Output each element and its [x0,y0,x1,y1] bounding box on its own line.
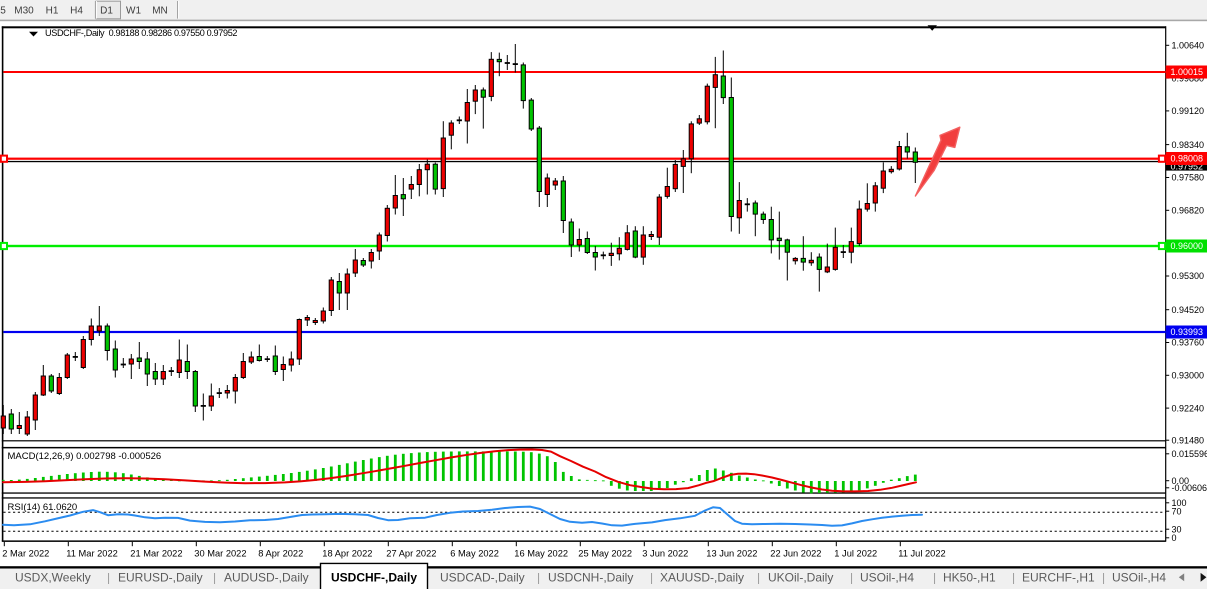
svg-text:M30: M30 [14,6,34,17]
svg-text:0.92240: 0.92240 [1172,403,1205,413]
svg-text:18 Apr 2022: 18 Apr 2022 [322,549,372,559]
svg-text:USDCNH-,Daily: USDCNH-,Daily [548,571,633,585]
svg-text:2 Mar 2022: 2 Mar 2022 [2,549,49,559]
svg-text:|: | [933,570,936,584]
svg-text:RSI(14) 61.0620: RSI(14) 61.0620 [8,502,78,513]
svg-text:0.91480: 0.91480 [1172,435,1205,445]
svg-text:-0.0060605: -0.0060605 [1172,483,1207,493]
svg-text:USOil-,H4: USOil-,H4 [860,571,914,585]
svg-text:EURUSD-,Daily: EURUSD-,Daily [118,571,203,585]
svg-text:MN: MN [152,6,168,17]
svg-text:30: 30 [1172,524,1182,534]
svg-text:11 Mar 2022: 11 Mar 2022 [66,549,118,559]
svg-text:0.00: 0.00 [1172,476,1190,486]
svg-text:0.015596: 0.015596 [1172,449,1207,459]
svg-text:0: 0 [1172,533,1177,543]
svg-text:|: | [1012,570,1015,584]
svg-text:5: 5 [0,6,6,17]
svg-text:21 Mar 2022: 21 Mar 2022 [130,549,182,559]
svg-text:0.98008: 0.98008 [1171,154,1204,164]
svg-text:27 Apr 2022: 27 Apr 2022 [386,549,436,559]
svg-text:30 Mar 2022: 30 Mar 2022 [194,549,246,559]
svg-text:UKOil-,Daily: UKOil-,Daily [768,571,833,585]
svg-text:|: | [107,570,110,584]
svg-text:1.00015: 1.00015 [1171,67,1204,77]
svg-text:6 May 2022: 6 May 2022 [450,549,499,559]
svg-text:0.98340: 0.98340 [1172,140,1205,150]
svg-text:USDCHF-,Daily: USDCHF-,Daily [331,571,417,585]
svg-text:H4: H4 [70,6,83,17]
svg-text:0.93760: 0.93760 [1172,338,1205,348]
svg-text:HK50-,H1: HK50-,H1 [943,571,996,585]
svg-text:3 Jun 2022: 3 Jun 2022 [642,549,688,559]
svg-text:USDCAD-,Daily: USDCAD-,Daily [440,571,525,585]
svg-text:8 Apr 2022: 8 Apr 2022 [258,549,303,559]
svg-text:|: | [213,570,216,584]
svg-text:H1: H1 [46,6,59,17]
svg-text:22 Jun 2022: 22 Jun 2022 [770,549,821,559]
svg-text:MACD(12,26,9) 0.002798 -0.0005: MACD(12,26,9) 0.002798 -0.000526 [8,451,162,462]
svg-text:|: | [757,570,760,584]
svg-text:16 May 2022: 16 May 2022 [514,549,568,559]
svg-text:0.94520: 0.94520 [1172,305,1205,315]
svg-text:|: | [650,570,653,584]
svg-text:70: 70 [1172,506,1182,516]
svg-text:|: | [850,570,853,584]
svg-text:XAUUSD-,Daily: XAUUSD-,Daily [660,571,744,585]
svg-text:0.97952: 0.97952 [1171,162,1204,172]
svg-text:0.96820: 0.96820 [1172,206,1205,216]
svg-text:USDX,Weekly: USDX,Weekly [15,571,91,585]
svg-text:USDCHF-,Daily 0.98188 0.98286: USDCHF-,Daily 0.98188 0.98286 0.97550 0.… [45,28,237,38]
svg-text:13 Jun 2022: 13 Jun 2022 [706,549,757,559]
svg-text:USOil-,H4: USOil-,H4 [1112,571,1166,585]
svg-text:0.93000: 0.93000 [1172,371,1205,381]
svg-text:0.97580: 0.97580 [1172,173,1205,183]
svg-text:1 Jul 2022: 1 Jul 2022 [834,549,877,559]
svg-text:25 May 2022: 25 May 2022 [578,549,632,559]
svg-text:0.93993: 0.93993 [1171,327,1204,337]
svg-text:100: 100 [1172,498,1187,508]
svg-text:|: | [1102,570,1105,584]
svg-text:D1: D1 [100,6,113,17]
svg-text:0.95300: 0.95300 [1172,271,1205,281]
svg-text:0.99120: 0.99120 [1172,106,1205,116]
svg-text:W1: W1 [126,6,141,17]
svg-text:1.00640: 1.00640 [1172,41,1205,51]
svg-text:|: | [537,570,540,584]
svg-text:AUDUSD-,Daily: AUDUSD-,Daily [224,571,309,585]
svg-text:EURCHF-,H1: EURCHF-,H1 [1022,571,1095,585]
svg-text:0.96000: 0.96000 [1171,241,1204,251]
svg-text:11 Jul 2022: 11 Jul 2022 [898,549,945,559]
